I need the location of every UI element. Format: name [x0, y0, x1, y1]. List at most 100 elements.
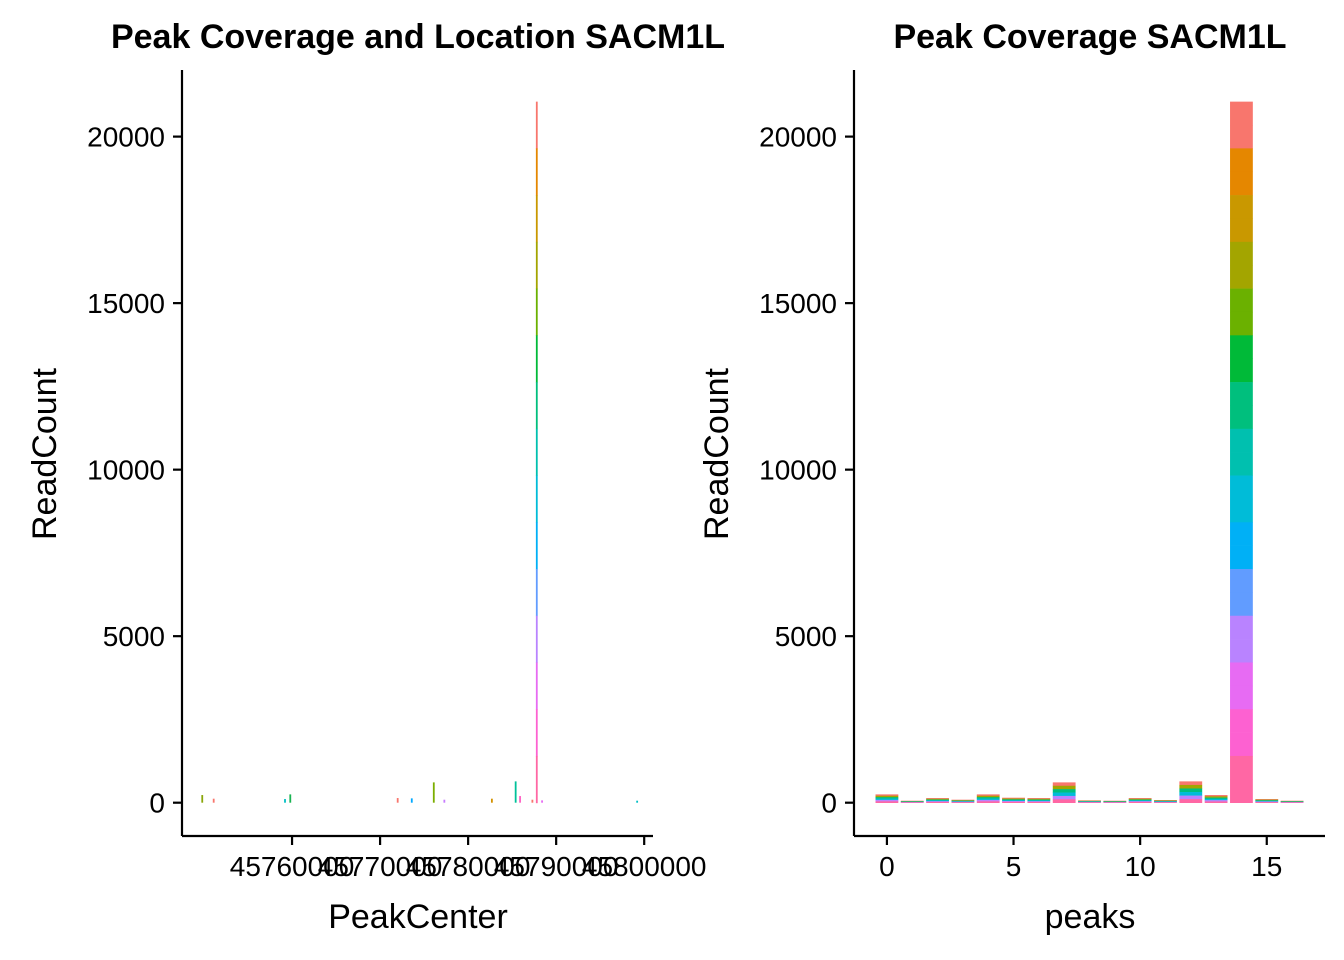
right-chart-bar-segment — [1230, 195, 1253, 219]
right-chart-bar-segment — [1230, 405, 1253, 430]
left-chart-bar-segment — [535, 709, 538, 757]
right-chart-bar-segment — [875, 797, 899, 799]
right-chart-bar-segment — [951, 802, 975, 803]
left-chart-bar-segment — [535, 195, 538, 243]
right-chart-bar-segment — [900, 802, 924, 803]
left-chart-bar — [432, 782, 435, 803]
left-chart-bar — [284, 799, 286, 803]
right-chart-bar-segment — [1128, 798, 1152, 800]
left-chart-bar-segment — [535, 288, 538, 336]
left-chart-bar — [636, 800, 639, 803]
left-x-tick-label: 45760000 — [230, 851, 355, 882]
right-chart-bar — [951, 799, 975, 803]
left-chart-bar-segment — [535, 101, 538, 149]
right-chart-bar-segment — [1103, 802, 1127, 803]
left-chart-bar-segment — [535, 148, 538, 196]
right-chart-bar-segment — [1002, 798, 1025, 800]
left-x-tick-label: 45770000 — [318, 851, 443, 882]
right-chart-bar — [1128, 798, 1152, 803]
left-chart-bar — [289, 794, 292, 803]
right-chart-bar-segment — [1230, 148, 1253, 173]
right-chart-bar-segment — [1002, 801, 1025, 803]
right-chart-bar-segment — [951, 800, 975, 802]
right-chart-bar-segment — [951, 801, 975, 803]
right-chart-bar-segment — [1128, 799, 1152, 801]
right-y-tick-label: 15000 — [759, 288, 837, 319]
right-chart-bar-segment — [1078, 802, 1101, 803]
right-chart-bar-segment — [1255, 800, 1279, 802]
left-y-tick-label: 0 — [149, 788, 165, 819]
right-chart-bar-segment — [1204, 800, 1228, 802]
right-chart-bar — [976, 794, 1000, 803]
right-chart-bar-segment — [1002, 797, 1025, 799]
right-chart-bar — [1002, 797, 1025, 803]
right-chart-bar-segment — [1204, 798, 1228, 801]
right-chart-bar-segment — [1078, 801, 1101, 803]
right-x-tick-label: 5 — [1006, 851, 1022, 882]
right-chart-bar-segment — [1052, 795, 1076, 800]
right-y-tick-label: 10000 — [759, 455, 837, 486]
right-chart-bar-segment — [1230, 218, 1253, 243]
right-chart-bar — [1027, 798, 1051, 803]
right-chart-bar-segment — [1230, 732, 1253, 757]
right-chart-bar-segment — [900, 801, 924, 802]
right-chart-bar-segment — [1103, 802, 1127, 803]
left-chart-panel: Peak Coverage and Location SACM1L ReadCo… — [26, 18, 725, 936]
right-chart-bar-segment — [875, 801, 899, 803]
right-chart-bar-segment — [1179, 788, 1203, 793]
right-chart-bar-segment — [951, 799, 975, 801]
right-chart-bar-segment — [1230, 452, 1253, 476]
right-chart-bar-segment — [1052, 789, 1076, 793]
left-y-tick-label: 10000 — [87, 455, 165, 486]
right-chart-bar-segment — [1230, 288, 1253, 313]
right-chart-bar — [875, 794, 899, 803]
right-chart-bar-segment — [1103, 801, 1127, 802]
right-chart-bar-segment — [976, 794, 1000, 797]
right-chart-bar-segment — [1230, 522, 1253, 546]
right-chart-bar-segment — [1027, 800, 1051, 802]
right-chart-bar-segment — [926, 799, 949, 801]
right-chart-bar-segment — [1255, 799, 1279, 801]
left-chart-bar — [212, 798, 215, 803]
right-chart-bar — [1103, 800, 1127, 803]
right-chart-bar-segment — [1230, 615, 1253, 640]
right-chart-bar-segment — [1002, 799, 1025, 801]
right-chart-bar-segment — [875, 795, 899, 798]
right-chart-bar — [1230, 101, 1253, 803]
right-y-tick-label: 5000 — [775, 621, 837, 652]
left-chart-bar — [396, 798, 399, 803]
right-chart-bar-segment — [1179, 784, 1203, 789]
right-chart-bar-segment — [1103, 801, 1127, 802]
right-chart-bar-segment — [1230, 639, 1253, 663]
left-chart-bar — [490, 798, 493, 803]
right-chart-bar-segment — [1052, 782, 1076, 787]
right-chart-bar-segment — [1230, 662, 1253, 687]
right-chart-bar-segment — [951, 801, 975, 802]
right-chart-bar-segment — [1255, 802, 1279, 803]
right-chart-bar-segment — [1154, 800, 1177, 802]
right-chart-bar-segment — [926, 801, 949, 803]
right-chart-bar-segment — [1230, 241, 1253, 266]
right-chart-bar-segment — [875, 794, 899, 797]
right-chart-bar-segment — [1280, 800, 1304, 802]
right-chart-ylabel: ReadCount — [698, 367, 736, 540]
right-chart-bar-segment — [1230, 685, 1253, 710]
right-chart-bar-segment — [1255, 799, 1279, 800]
left-chart-bar-segment — [535, 755, 538, 804]
right-chart-bar-segment — [1230, 475, 1253, 500]
right-chart-bar-segment — [1230, 709, 1253, 733]
right-chart-bar-segment — [1078, 800, 1101, 802]
right-chart-bar-segment — [1255, 801, 1279, 803]
right-chart-bar-segment — [1179, 795, 1203, 800]
right-chart-bar-segment — [1280, 802, 1304, 803]
right-chart-bar-segment — [1280, 801, 1304, 802]
left-x-tick-label: 45790000 — [494, 851, 619, 882]
right-chart-bar-segment — [1230, 428, 1253, 453]
right-chart-bar-segment — [1154, 801, 1177, 803]
right-chart-bar-segment — [900, 802, 924, 803]
right-chart-bar-segment — [1002, 801, 1025, 803]
right-chart-bar-segment — [900, 801, 924, 802]
right-x-tick-label: 10 — [1125, 851, 1156, 882]
left-chart-bar-segment — [535, 241, 538, 290]
right-chart-bar-segment — [1154, 802, 1177, 803]
